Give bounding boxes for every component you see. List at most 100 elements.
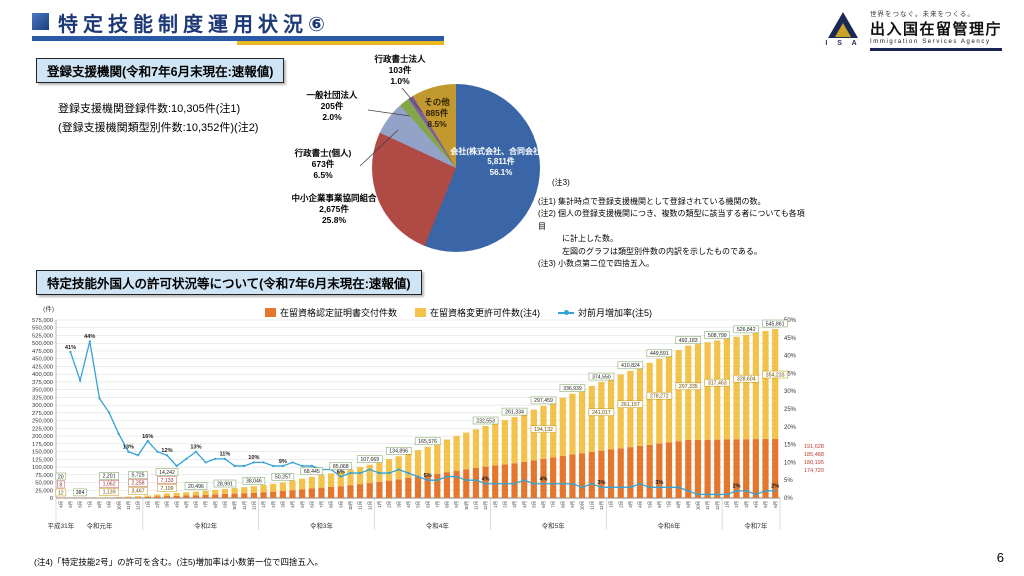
x-month-label: 11月 bbox=[705, 501, 711, 510]
bar-change bbox=[443, 439, 451, 473]
value-label-box bbox=[128, 486, 148, 495]
x-month-label: 4月 bbox=[522, 501, 528, 508]
value-label-box bbox=[617, 361, 644, 370]
bar-certificate bbox=[675, 441, 682, 498]
x-month-label: 4月 bbox=[290, 501, 296, 508]
x-month-label: 11月 bbox=[474, 501, 480, 510]
bar-certificate bbox=[723, 439, 731, 498]
rate-marker bbox=[397, 468, 400, 471]
bar-change bbox=[723, 338, 731, 440]
value-label: 194,132 bbox=[534, 427, 553, 433]
y-left-tick-label: 425,000 bbox=[32, 364, 53, 370]
bar-change bbox=[385, 459, 393, 481]
note-line: に計上した数。 bbox=[538, 234, 618, 244]
legend-label: 在留資格変更許可件数(注4) bbox=[430, 308, 541, 318]
pie-label-count: 5,811件 bbox=[487, 157, 515, 167]
y-right-tick-label: 45% bbox=[784, 336, 797, 342]
rate-point-label: 44% bbox=[84, 334, 95, 340]
pie-note3-tag: (注3) bbox=[552, 178, 570, 187]
y-left-tick-label: 575,000 bbox=[32, 318, 53, 324]
value-label: 7,133 bbox=[161, 478, 174, 484]
x-month-label: 4月 bbox=[58, 501, 64, 508]
value-label-box bbox=[617, 400, 644, 408]
value-label: 1,062 bbox=[103, 482, 116, 488]
y-left-tick-label: 225,000 bbox=[32, 426, 53, 432]
agency-logo: I S A 世界をつなぐ。未来をつくる。 出入国在留管理庁 Immigratio… bbox=[825, 8, 1002, 51]
bar-change bbox=[289, 480, 296, 491]
x-month-label: 1月 bbox=[377, 501, 383, 508]
x-era-label: 令和7年 bbox=[744, 521, 768, 530]
value-label: 328,604 bbox=[737, 377, 756, 383]
rate-marker bbox=[78, 379, 82, 382]
bar-change bbox=[202, 490, 209, 495]
x-month-label: 12月 bbox=[599, 501, 605, 510]
x-era-label: 令和元年 bbox=[86, 521, 113, 530]
value-label: 297,335 bbox=[679, 384, 698, 390]
value-label: 38,046 bbox=[246, 479, 262, 485]
bar-certificate bbox=[665, 442, 673, 498]
bar-change bbox=[501, 420, 508, 465]
x-month-label: 3月 bbox=[165, 501, 171, 508]
value-label: 50,257 bbox=[275, 475, 291, 481]
rate-marker bbox=[484, 482, 487, 485]
stats-line-1: 登録支援機関登録件数:10,305件(注1) bbox=[58, 103, 241, 115]
x-month-label: 11月 bbox=[358, 501, 364, 510]
x-era-label: 令和2年 bbox=[194, 521, 218, 530]
rate-marker bbox=[745, 489, 748, 493]
bar-certificate bbox=[772, 438, 779, 498]
value-label-box bbox=[646, 349, 673, 358]
bar-change bbox=[434, 443, 441, 474]
bar-certificate bbox=[762, 438, 769, 498]
bar-certificate bbox=[579, 453, 586, 498]
page-title: 特定技能制度運用状況⑥ bbox=[58, 14, 330, 36]
x-month-label: 5月 bbox=[647, 501, 653, 508]
value-label: 68,445 bbox=[304, 469, 320, 475]
y-right-tick-label: 50% bbox=[784, 318, 797, 324]
pie-label-count: 103件 bbox=[388, 65, 412, 76]
x-month-label: 6月 bbox=[309, 501, 315, 508]
legend-item-certificate: 在留資格認定証明書交付件数 bbox=[265, 306, 397, 319]
bar-change bbox=[743, 334, 750, 440]
bar-change bbox=[521, 413, 528, 462]
rate-marker bbox=[513, 482, 516, 485]
value-label-box bbox=[472, 416, 499, 425]
y-left-tick-label: 175,000 bbox=[32, 442, 53, 448]
bar-certificate bbox=[289, 490, 296, 498]
bar-change bbox=[482, 426, 489, 467]
y-left-tick-label: 0 bbox=[50, 496, 53, 502]
agency-name-en: Immigration Services Agency bbox=[869, 39, 991, 45]
bar-certificate bbox=[250, 492, 257, 498]
x-era-label: 令和6年 bbox=[657, 521, 681, 530]
x-month-label: 7月 bbox=[203, 501, 209, 508]
title-underline-gold bbox=[237, 41, 444, 45]
x-month-label: 4月 bbox=[638, 501, 644, 508]
bar-certificate bbox=[511, 463, 518, 498]
x-month-label: 2月 bbox=[734, 501, 740, 508]
bar-change bbox=[347, 469, 354, 486]
pie-label-count: 205件 bbox=[320, 101, 344, 112]
value-label: 384 bbox=[76, 490, 85, 496]
y-left-tick-label: 50,000 bbox=[35, 481, 53, 487]
rate-marker bbox=[310, 464, 313, 468]
x-month-label: 9月 bbox=[686, 501, 692, 508]
y-left-tick-label: 25,000 bbox=[35, 488, 53, 494]
bar-change bbox=[154, 494, 161, 497]
value-label: 449,591 bbox=[650, 351, 669, 357]
bar-certificate bbox=[627, 447, 634, 498]
bar-certificate bbox=[569, 454, 576, 498]
x-month-label: 12月 bbox=[483, 501, 489, 510]
x-month-label: 8月 bbox=[97, 501, 103, 508]
rate-point-label: 41% bbox=[65, 345, 76, 351]
bar-change bbox=[212, 489, 219, 495]
bar-change bbox=[144, 495, 151, 497]
value-label-box bbox=[99, 488, 119, 496]
value-label-box bbox=[414, 437, 441, 445]
rate-marker bbox=[706, 493, 709, 496]
section1-badge: 登録支援機関(令和7年6月末現在:速報値) bbox=[36, 58, 285, 83]
value-label-box bbox=[762, 370, 788, 379]
bar-change bbox=[192, 491, 200, 496]
rate-marker bbox=[580, 486, 584, 489]
value-label-box bbox=[588, 372, 615, 381]
x-month-label: 5月 bbox=[763, 501, 769, 508]
bar-certificate bbox=[163, 496, 171, 498]
